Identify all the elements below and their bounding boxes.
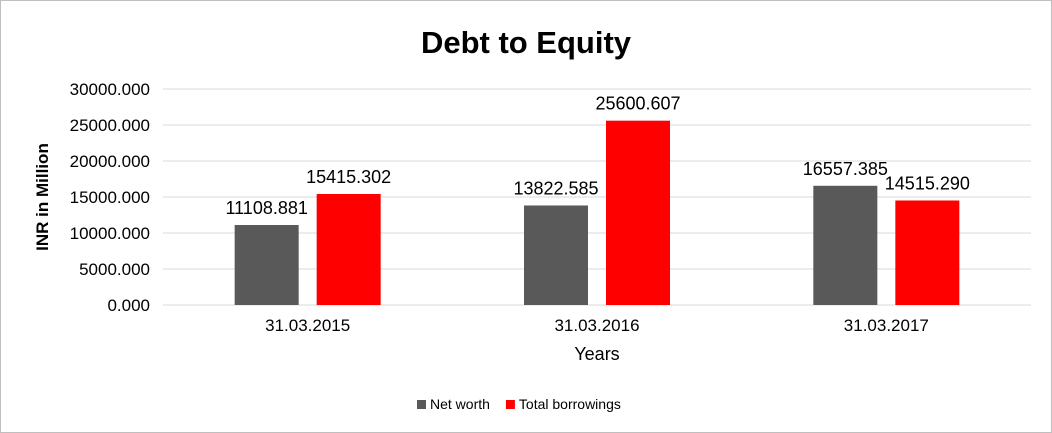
y-tick-label: 25000.000 xyxy=(70,116,150,135)
bar-total-borrowings xyxy=(606,120,670,305)
data-label: 11108.881 xyxy=(225,198,307,218)
data-labels: 11108.881 15415.302 13822.585 25600.607 1655… xyxy=(225,94,969,218)
x-tick-label: 31.03.2016 xyxy=(554,316,639,335)
bar-net-worth xyxy=(524,205,588,305)
x-axis-ticks: 31.03.2015 31.03.2016 31.03.2017 xyxy=(265,316,929,335)
bar-total-borrowings xyxy=(316,194,381,305)
bars xyxy=(234,120,960,305)
bar-total-borrowings xyxy=(895,200,960,305)
x-tick-label: 31.03.2015 xyxy=(265,316,350,335)
legend-label: Total borrowings xyxy=(519,396,621,412)
legend-swatch xyxy=(417,400,426,409)
bar-net-worth xyxy=(813,185,878,305)
y-axis-title: INR in Million xyxy=(33,143,52,251)
x-tick-label: 31.03.2017 xyxy=(844,316,929,335)
data-label: 16557.385 xyxy=(803,159,888,179)
gridlines xyxy=(163,88,1031,306)
bar-net-worth xyxy=(234,225,299,305)
y-tick-label: 20000.000 xyxy=(70,152,150,171)
data-label: 25600.607 xyxy=(595,94,680,114)
y-tick-label: 30000.000 xyxy=(70,80,150,99)
y-axis-ticks: 0.000 5000.000 10000.000 15000.000 20000.000… xyxy=(70,80,150,315)
chart-title: Debt to Equity xyxy=(421,25,632,60)
y-tick-label: 5000.000 xyxy=(79,260,150,279)
legend-label: Net worth xyxy=(430,396,490,412)
y-tick-label: 0.000 xyxy=(107,296,150,315)
data-label: 13822.585 xyxy=(513,178,598,198)
data-label: 15415.302 xyxy=(306,167,391,187)
x-axis-title: Years xyxy=(574,344,619,364)
y-tick-label: 10000.000 xyxy=(70,224,150,243)
legend: Net worth Total borrowings xyxy=(417,396,621,412)
y-tick-label: 15000.000 xyxy=(70,188,150,207)
data-label: 14515.290 xyxy=(885,173,970,193)
legend-swatch xyxy=(505,400,515,409)
